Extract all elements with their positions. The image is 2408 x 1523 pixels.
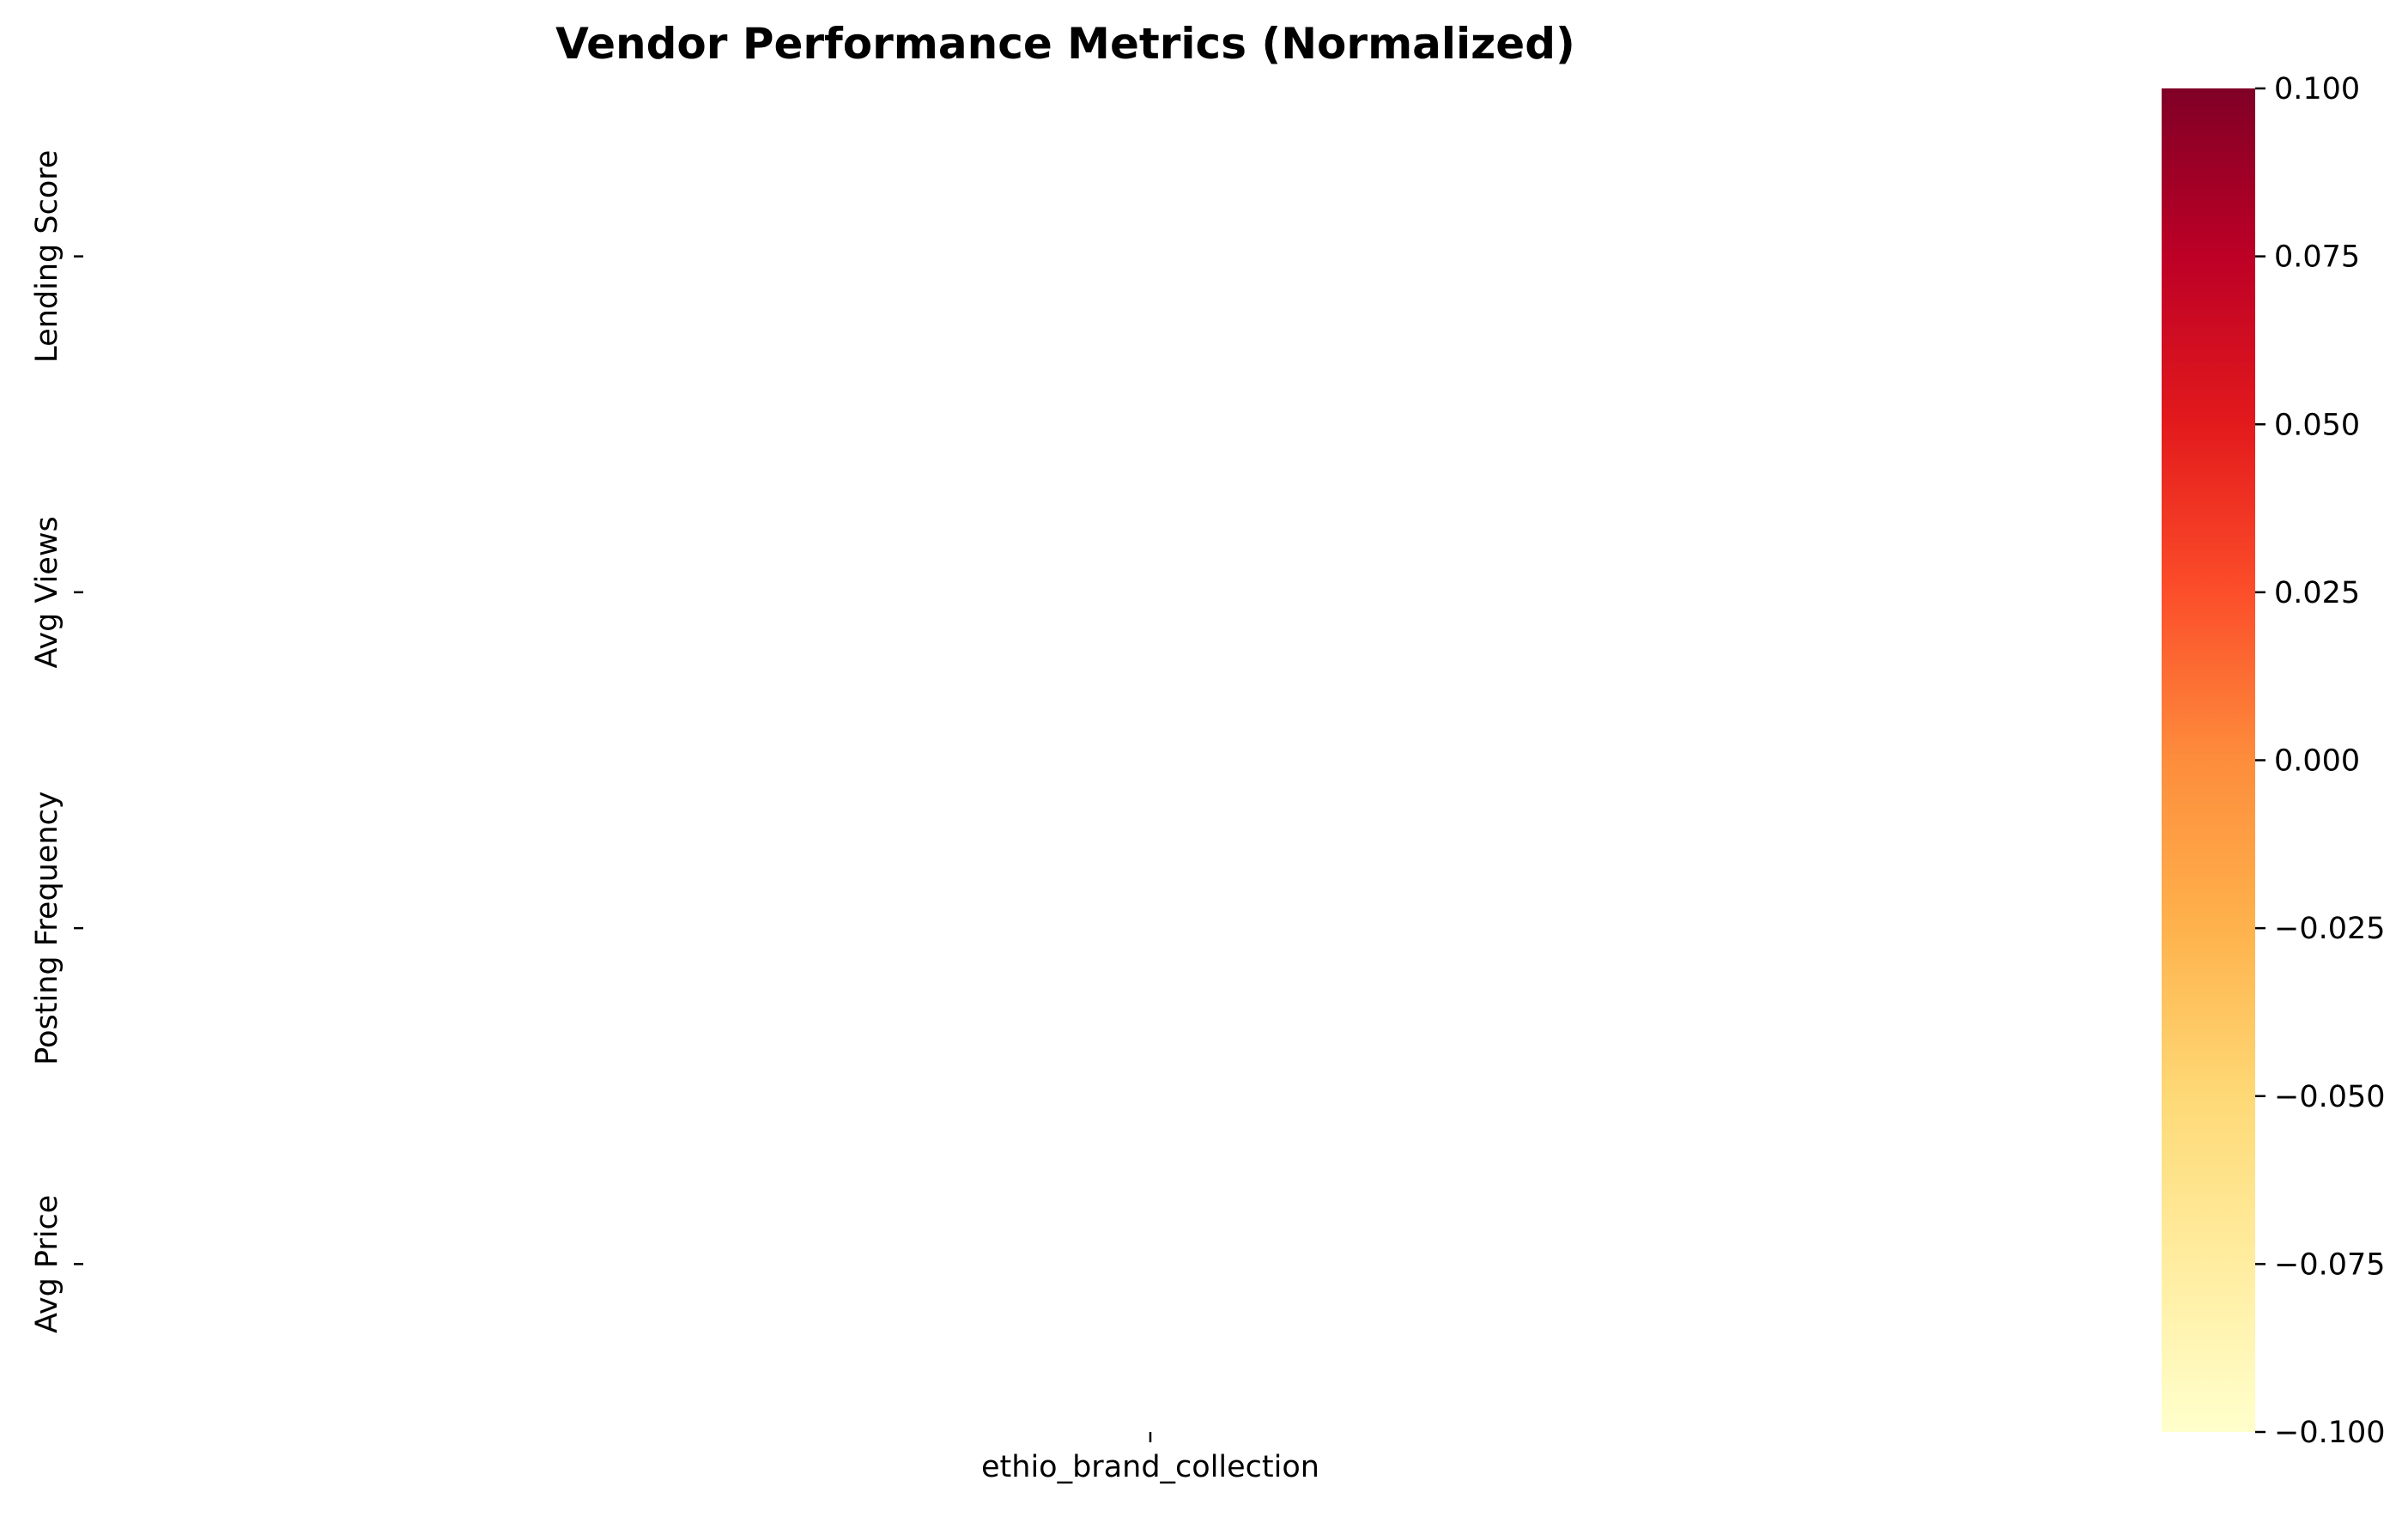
heatmap-cell xyxy=(86,1096,2043,1432)
colorbar-tick-label: 0.050 xyxy=(2274,408,2360,442)
heatmap-area xyxy=(86,88,2043,1432)
y-tick-label: Lending Score xyxy=(30,150,64,363)
chart-title: Vendor Performance Metrics (Normalized) xyxy=(555,19,1575,69)
heatmap-cell xyxy=(86,424,2043,760)
colorbar: 0.100 0.075 0.050 0.025 0.000 −0.025 −0.050 −0.… xyxy=(2162,72,2386,1450)
y-tick-label: Avg Price xyxy=(30,1195,64,1333)
colorbar-tick-label: −0.075 xyxy=(2274,1247,2386,1282)
colorbar-tick-label: 0.075 xyxy=(2274,240,2360,275)
colorbar-tick-label: −0.025 xyxy=(2274,912,2386,946)
y-tick-label: Posting Frequency xyxy=(30,791,64,1065)
heatmap-cell xyxy=(86,761,2043,1096)
y-tick-label: Avg Views xyxy=(30,516,64,668)
heatmap-cell xyxy=(86,88,2043,424)
colorbar-tick-label: 0.100 xyxy=(2274,72,2360,106)
x-tick-label: ethio_brand_collection xyxy=(981,1450,1319,1484)
colorbar-tick-label: 0.000 xyxy=(2274,744,2360,779)
colorbar-ticks: 0.100 0.075 0.050 0.025 0.000 −0.025 −0.050 −0.… xyxy=(2255,72,2386,1450)
colorbar-tick-label: 0.025 xyxy=(2274,576,2360,610)
colorbar-tick-label: −0.050 xyxy=(2274,1080,2386,1114)
y-axis: Lending Score Avg Views Posting Frequency A… xyxy=(30,150,83,1333)
x-axis: ethio_brand_collection xyxy=(981,1432,1319,1484)
colorbar-gradient xyxy=(2162,88,2255,1432)
colorbar-tick-label: −0.100 xyxy=(2274,1416,2386,1450)
